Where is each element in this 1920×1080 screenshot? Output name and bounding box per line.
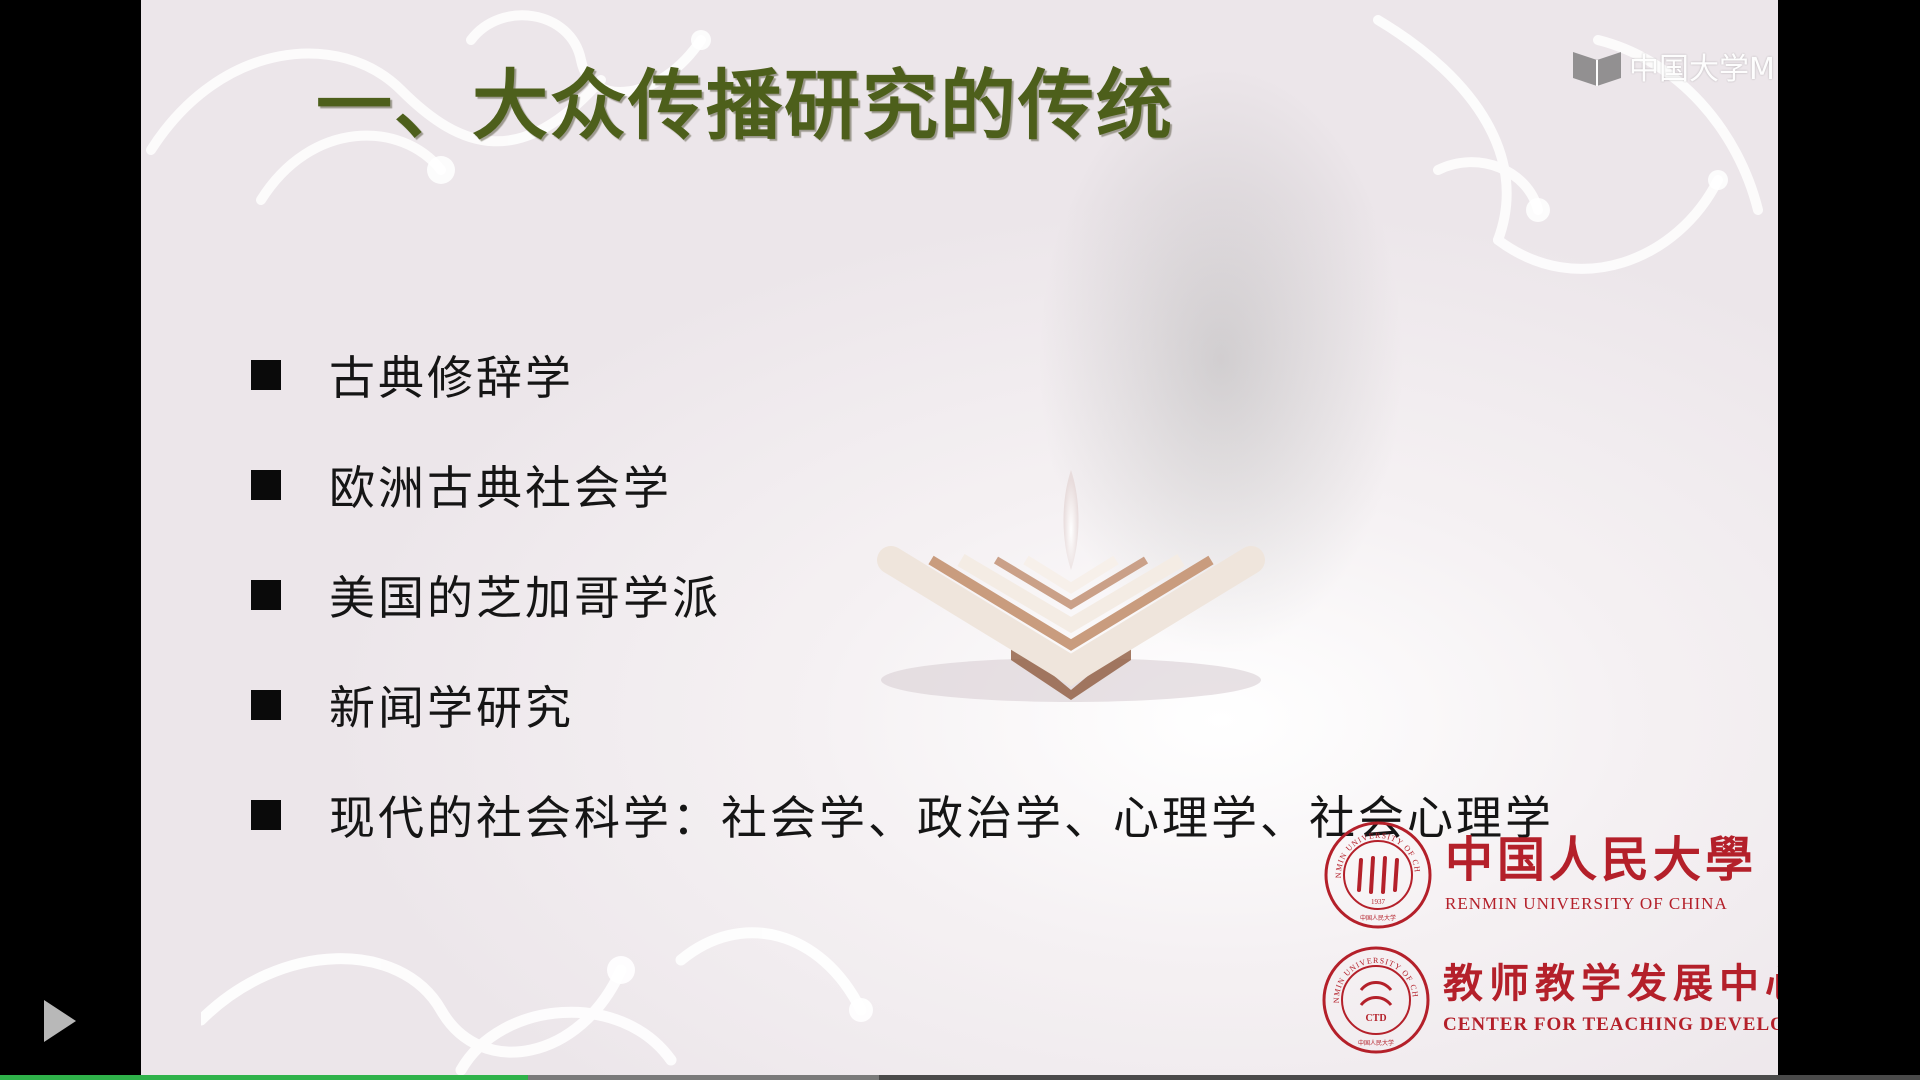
bullet-list: 古典修辞学 欧洲古典社会学 美国的芝加哥学派 新闻学研究 现代的社会科学：社会学… xyxy=(251,320,1554,870)
ctd-logo: RENMIN UNIVERSITY OF CHINA CTD 中国人民大学 教师… xyxy=(1321,945,1778,1055)
square-bullet-icon xyxy=(251,470,281,500)
watermark-text: 中国大学M xyxy=(1629,52,1775,87)
progress-played xyxy=(0,1075,528,1080)
bullet-text: 现代的社会科学：社会学、政治学、心理学、社会心理学 xyxy=(329,791,1554,845)
bullet-text: 欧洲古典社会学 xyxy=(329,461,672,515)
progress-bar[interactable] xyxy=(0,1075,1920,1080)
mooc-watermark: 中国大学M xyxy=(1571,44,1775,88)
renmin-seal-cn: 中国人民大学 xyxy=(1360,914,1396,922)
list-item: 古典修辞学 xyxy=(251,320,1554,430)
ornament-bottom-left xyxy=(201,927,873,1075)
square-bullet-icon xyxy=(251,690,281,720)
renmin-university-logo: RENMIN UNIVERSITY OF CHINA 1937 中国人民大学 中… xyxy=(1323,820,1757,930)
bullet-text: 美国的芝加哥学派 xyxy=(329,571,721,625)
renmin-name-cn: 中国人民大學 xyxy=(1445,832,1758,888)
ctd-name-cn: 教师教学发展中心 xyxy=(1443,960,1778,1007)
square-bullet-icon xyxy=(251,800,281,830)
renmin-name-en: RENMIN UNIVERSITY OF CHINA xyxy=(1445,894,1728,913)
lamp-illustration xyxy=(877,470,1265,702)
svg-text:RENMIN UNIVERSITY OF CHINA: RENMIN UNIVERSITY OF CHINA xyxy=(1321,945,1420,1003)
slide-title: 一、大众传播研究的传统 xyxy=(316,61,1174,150)
list-item: 新闻学研究 xyxy=(251,650,1554,760)
square-bullet-icon xyxy=(251,360,281,390)
ctd-seal-icon: RENMIN UNIVERSITY OF CHINA CTD 中国人民大学 xyxy=(1321,945,1430,1054)
bullet-text: 古典修辞学 xyxy=(329,351,574,405)
ctd-name-en: CENTER FOR TEACHING DEVELOPMENT xyxy=(1443,1014,1778,1035)
ctd-seal-text: RENMIN UNIVERSITY OF CHINA xyxy=(1321,945,1419,1003)
ctd-logo-text: 教师教学发展中心 CENTER FOR TEACHING DEVELOPMENT xyxy=(1443,964,1778,1036)
renmin-seal-year: 1937 xyxy=(1371,898,1386,906)
video-frame[interactable]: 一、大众传播研究的传统 古典修辞学 欧洲古典社会学 美国的芝加哥学派 新闻学研究… xyxy=(141,0,1778,1075)
square-bullet-icon xyxy=(251,580,281,610)
ctd-seal-inner: CTD xyxy=(1365,1013,1386,1024)
book-icon xyxy=(1573,52,1621,86)
renmin-seal-icon: RENMIN UNIVERSITY OF CHINA 1937 中国人民大学 xyxy=(1323,820,1432,929)
list-item: 美国的芝加哥学派 xyxy=(251,540,1554,650)
list-item: 欧洲古典社会学 xyxy=(251,430,1554,540)
play-icon xyxy=(44,1000,76,1042)
list-item: 现代的社会科学：社会学、政治学、心理学、社会心理学 xyxy=(251,760,1554,870)
play-button[interactable] xyxy=(44,996,84,1046)
bullet-text: 新闻学研究 xyxy=(329,681,574,735)
renmin-logo-text: 中国人民大學 RENMIN UNIVERSITY OF CHINA xyxy=(1445,836,1757,914)
ctd-seal-cn: 中国人民大学 xyxy=(1358,1039,1394,1047)
